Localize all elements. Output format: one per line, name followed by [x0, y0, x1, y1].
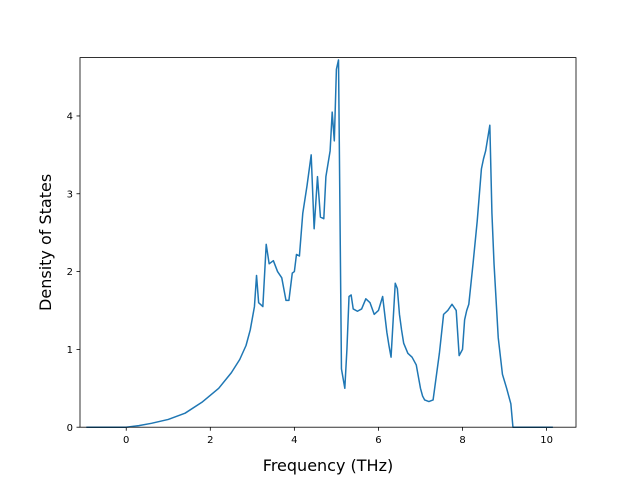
x-tick-label: 4	[291, 435, 297, 446]
plot-frame	[79, 57, 577, 428]
x-tick-label: 6	[375, 435, 381, 446]
y-tick-label: 2	[67, 267, 73, 278]
x-axis-label: Frequency (THz)	[263, 456, 393, 475]
y-tick-label: 4	[67, 112, 73, 123]
y-tick-label: 0	[67, 423, 73, 434]
x-tick-label: 10	[540, 435, 553, 446]
y-tick-label: 3	[67, 189, 73, 200]
y-tick-label: 1	[67, 345, 73, 356]
y-axis-label: Density of States	[36, 174, 55, 311]
dos-series-line	[86, 59, 553, 428]
axis-ticks: 0 2 4 6 8 10 0 1 2 3 4	[67, 112, 553, 447]
x-tick-label: 2	[207, 435, 213, 446]
x-tick-label: 0	[123, 435, 129, 446]
x-tick-label: 8	[459, 435, 465, 446]
